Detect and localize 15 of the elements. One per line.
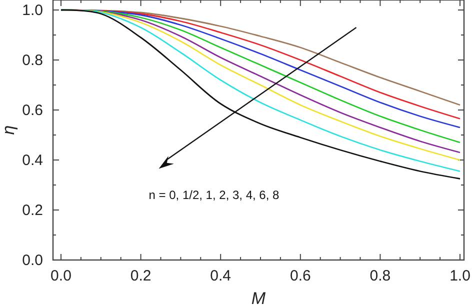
y-tick-label: 0.4 [22, 152, 43, 169]
x-tick-label: 0.4 [210, 268, 232, 285]
y-tick-label: 0.0 [22, 252, 43, 269]
x-tick-label: 0.0 [50, 268, 72, 285]
y-tick-label: 0.8 [22, 52, 43, 69]
y-tick-label: 0.6 [22, 102, 43, 119]
x-tick-label: 0.6 [290, 268, 311, 285]
x-tick-label: 0.2 [130, 268, 152, 285]
x-tick-label: 0.8 [370, 268, 391, 285]
x-tick-label: 1.0 [450, 268, 470, 285]
x-axis-title: M [251, 289, 266, 306]
y-tick-label: 1.0 [22, 2, 43, 19]
y-axis-title: η [0, 125, 18, 135]
annotation: n = 0, 1/2, 1, 2, 3, 4, 6, 8 [148, 188, 280, 202]
y-tick-label: 0.2 [22, 202, 43, 219]
